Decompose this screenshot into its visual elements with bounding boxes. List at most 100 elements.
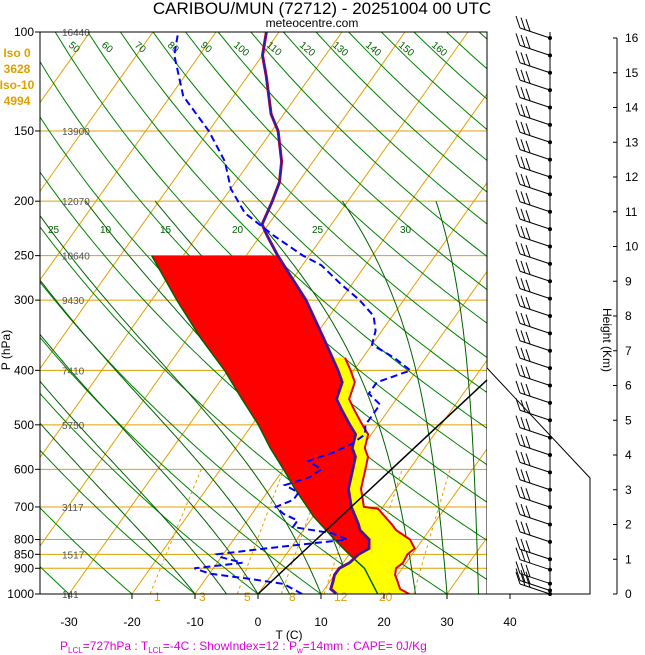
barb-staff [519, 531, 551, 543]
p-tick-label: 850 [14, 547, 34, 561]
barb-staff [519, 79, 551, 91]
barb-staff [519, 253, 551, 265]
cape-cin-areas [151, 255, 416, 594]
barb-feather [525, 470, 531, 484]
barb-feather [520, 312, 526, 326]
barb-feather [520, 538, 526, 552]
barb-feather [515, 345, 521, 359]
dry-adiabat [40, 392, 259, 594]
barb-feather [520, 569, 526, 583]
barb-feather [515, 380, 521, 394]
isotherm-line [40, 32, 154, 193]
barb-feather [515, 519, 521, 533]
wind-barb [515, 484, 551, 508]
barb-feather [520, 139, 526, 152]
barb-feather [525, 53, 531, 67]
dry-adiabat [152, 32, 487, 359]
barb-staff [519, 62, 551, 74]
height-label: 1517 [62, 550, 85, 561]
wind-barb [515, 415, 551, 439]
barb-feather [515, 33, 521, 46]
moist-adiabat [40, 422, 196, 594]
mixing-ratio-line [413, 469, 451, 594]
adiabat-label: 110 [264, 40, 284, 59]
barb-staff [519, 288, 551, 300]
barb-feather [525, 88, 531, 101]
barb-staff [519, 166, 551, 178]
barb-staff [519, 27, 551, 39]
barb-feather [525, 418, 531, 431]
barb-feather [520, 225, 526, 239]
mixing-label: 20 [379, 590, 393, 604]
moist-adiabat [40, 279, 290, 594]
iso-10-height: 4994 [4, 94, 31, 108]
barb-feather [515, 224, 521, 237]
barb-feather [515, 293, 521, 307]
barb-feather [525, 227, 531, 240]
height-tick-label: 15 [625, 66, 639, 80]
wind-barb [515, 67, 551, 91]
height-label: 5750 [62, 421, 85, 432]
height-label: 10640 [62, 252, 90, 263]
barb-staff [519, 514, 551, 525]
height-label: 16440 [62, 28, 90, 39]
barb-feather [515, 85, 521, 98]
moist-adiabat [341, 200, 448, 594]
barb-feather [515, 241, 521, 255]
barb-feather [515, 561, 521, 574]
dewpoint-profile [173, 32, 413, 594]
wind-barb [515, 398, 551, 421]
barb-feather [525, 453, 531, 466]
barb-feather [515, 467, 521, 480]
x-tick-label: 40 [503, 615, 517, 629]
mixing-ratio-line [362, 469, 403, 594]
barb-feather [525, 436, 531, 449]
mixing-label: 1 [154, 590, 161, 604]
wind-barb [515, 33, 551, 56]
barb-feather [520, 173, 526, 187]
adiabat-label: 100 [231, 40, 251, 59]
dry-adiabat [40, 507, 133, 594]
height-label: 13900 [62, 127, 90, 138]
barb-feather [520, 17, 526, 30]
barb-feather [520, 191, 526, 204]
height-tick-label: 5 [625, 413, 632, 427]
barb-feather [515, 450, 521, 463]
wind-barb [515, 206, 551, 230]
barb-feather [525, 297, 531, 310]
barb-feather [520, 330, 526, 343]
barb-staff [519, 583, 551, 595]
barb-feather [515, 172, 521, 185]
p-tick-label: 150 [14, 124, 34, 138]
height-label: 141 [62, 590, 79, 601]
barb-feather [520, 399, 526, 413]
barb-staff [519, 548, 551, 560]
barb-feather [515, 328, 521, 341]
x-tick-label: 0 [255, 615, 262, 629]
barb-feather [520, 104, 526, 117]
barb-feather [525, 279, 531, 292]
barb-staff [519, 114, 551, 126]
barb-feather [515, 415, 521, 428]
barb-staff [519, 559, 551, 571]
barb-feather [520, 347, 526, 360]
barb-feather [520, 69, 526, 82]
barb-feather [525, 571, 531, 584]
dry-adiabat [40, 449, 196, 594]
plot-frame [39, 31, 591, 595]
barb-feather [520, 156, 526, 169]
barb-feather [525, 331, 531, 345]
dry-adiabat [40, 336, 322, 594]
barb-staff [519, 131, 551, 143]
barb-feather [525, 575, 531, 588]
barb-feather [515, 102, 521, 116]
moist-label: 25 [312, 225, 324, 236]
isotherm-line [40, 32, 217, 281]
wind-barb [515, 432, 551, 456]
p-tick-label: 250 [14, 249, 34, 263]
barb-feather [525, 401, 531, 414]
isotherm-line [40, 32, 280, 370]
negative-energy-area [151, 255, 378, 594]
p-tick-label: 800 [14, 533, 34, 547]
barb-staff [519, 183, 551, 195]
